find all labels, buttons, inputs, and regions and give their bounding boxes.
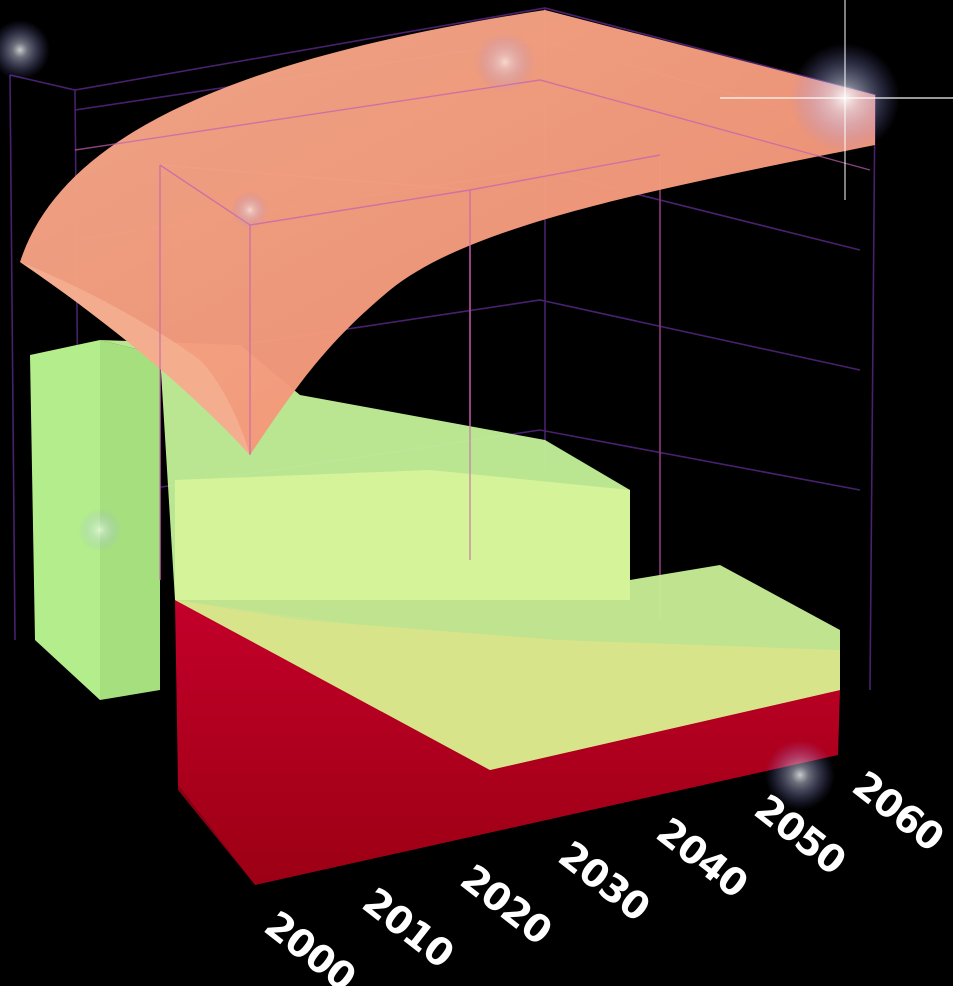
x-tick-label-2010: 2010 <box>354 879 461 976</box>
surface-wire-overlay <box>74 79 871 580</box>
x-tick-label-2000: 2000 <box>256 902 363 986</box>
x-tick-label-2040: 2040 <box>648 809 755 906</box>
series-salmon-surface <box>20 10 875 455</box>
x-tick-label-2060: 2060 <box>844 762 951 859</box>
lens-flares <box>0 0 953 810</box>
series-green-volume <box>30 340 840 770</box>
x-tick-label-2020: 2020 <box>452 856 559 953</box>
x-tick-label-2030: 2030 <box>550 832 657 929</box>
